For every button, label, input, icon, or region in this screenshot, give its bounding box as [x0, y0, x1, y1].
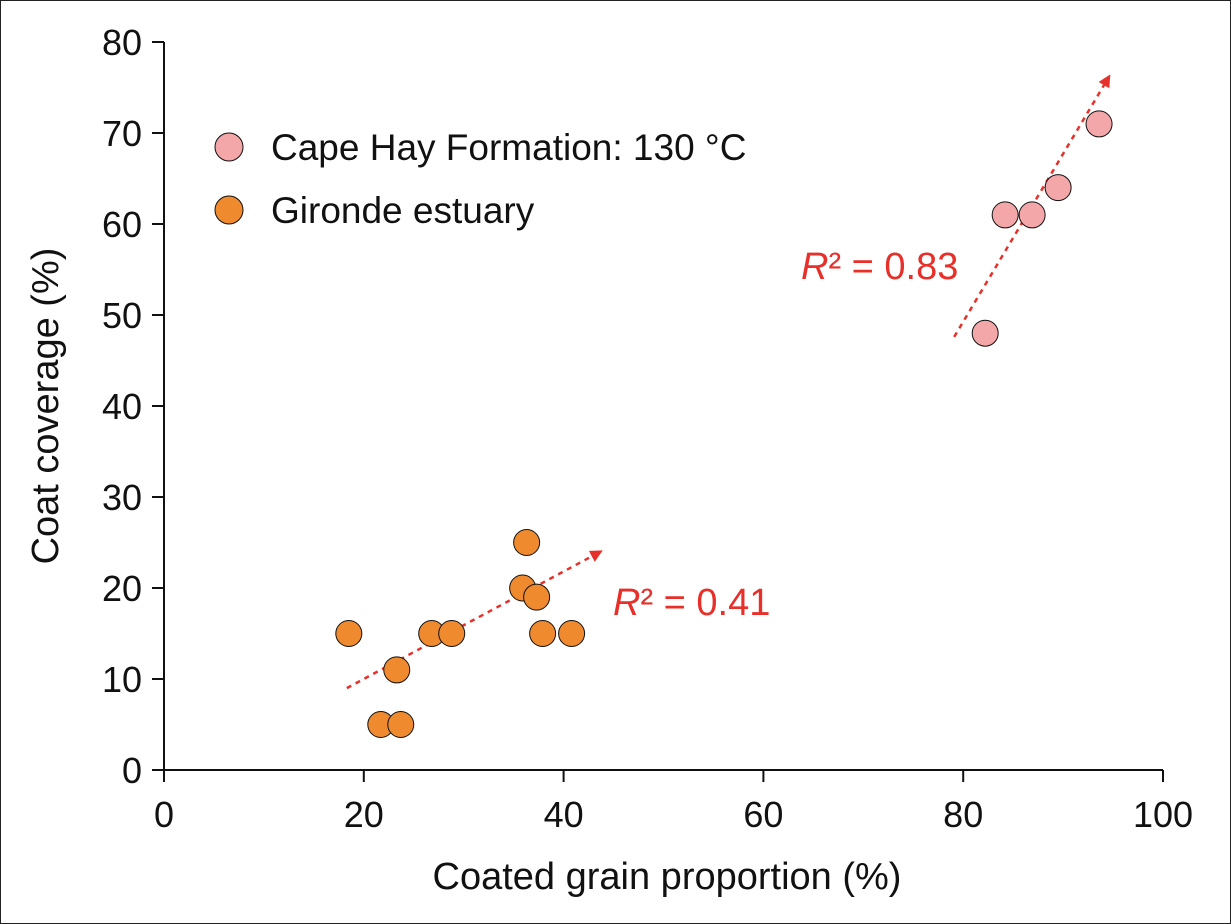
- legend-marker: [214, 195, 244, 225]
- x-tick-label: 80: [943, 794, 983, 835]
- data-point: [438, 620, 466, 647]
- legend-label: Gironde estuary: [271, 190, 535, 231]
- y-tick-label: 30: [102, 477, 142, 518]
- data-point: [383, 656, 411, 684]
- data-point: [387, 711, 415, 738]
- data-point: [1085, 110, 1113, 138]
- y-tick-label: 40: [102, 386, 142, 427]
- y-tick-label: 50: [102, 295, 142, 336]
- y-tick-label: 70: [102, 113, 142, 154]
- y-tick-label: 0: [122, 750, 142, 791]
- x-tick-label: 60: [743, 794, 783, 835]
- data-point: [523, 583, 551, 611]
- x-tick-label: 20: [344, 794, 384, 835]
- y-tick-label: 20: [102, 568, 142, 609]
- data-point: [1018, 201, 1046, 229]
- y-tick-label: 80: [102, 22, 142, 63]
- data-point: [529, 620, 557, 647]
- data-point: [991, 201, 1019, 229]
- x-tick-label: 0: [154, 794, 174, 835]
- x-tick-label: 100: [1133, 794, 1193, 835]
- y-tick-label: 10: [102, 659, 142, 700]
- data-point: [1044, 174, 1072, 202]
- legend-label: Cape Hay Formation: 130 °C: [271, 127, 746, 168]
- data-point: [558, 620, 586, 647]
- y-axis-label: Coat coverage (%): [25, 248, 67, 565]
- data-point: [335, 620, 363, 647]
- trend-line: [346, 550, 603, 690]
- r-squared-label: R² = 0.83: [801, 246, 958, 288]
- y-tick-label: 60: [102, 204, 142, 245]
- x-tick-label: 40: [544, 794, 584, 835]
- x-axis-label: Coated grain proportion (%): [433, 856, 902, 898]
- legend-marker: [214, 132, 244, 162]
- data-point: [513, 529, 541, 556]
- data-point: [971, 319, 999, 347]
- r-squared-label: R² = 0.41: [613, 582, 770, 624]
